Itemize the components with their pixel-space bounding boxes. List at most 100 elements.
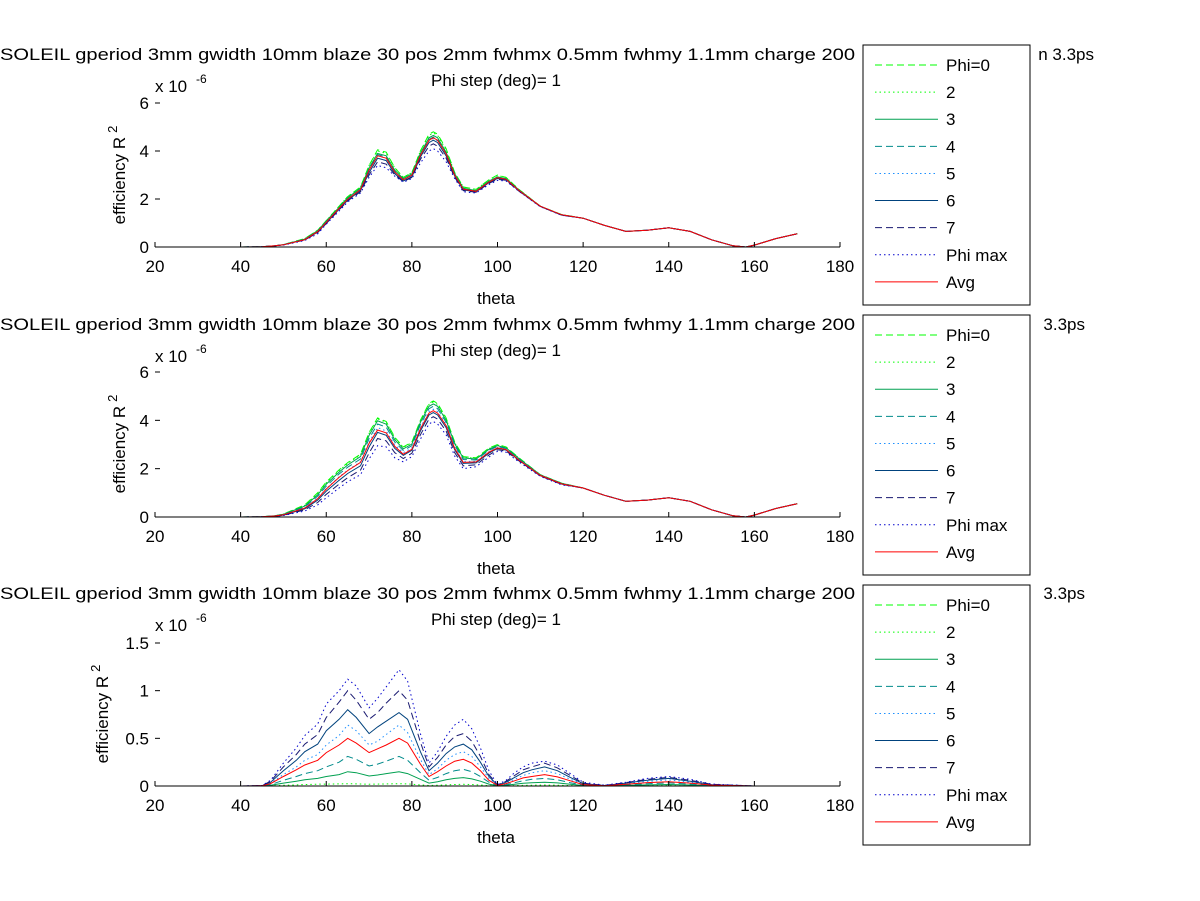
x-tick-label: 180 [826,527,854,546]
x-tick-label: 40 [231,257,250,276]
legend-label: Phi=0 [946,596,990,615]
legend-label: Avg [946,543,975,562]
legend-label: 2 [946,83,955,102]
legend-label: 7 [946,219,955,238]
x-tick-label: 160 [740,257,768,276]
y-exponent: x 10 [155,616,187,635]
chart-panel-3: SOLEIL gperiod 3mm gwidth 10mm blaze 30 … [0,584,1085,847]
y-tick-label: 0.5 [125,729,149,748]
x-tick-label: 120 [569,796,597,815]
y-axis-label-main: efficiency R [110,137,129,225]
y-tick-label: 4 [140,411,149,430]
legend-box [862,314,1031,576]
x-tick-label: 80 [402,527,421,546]
series-line [197,410,798,518]
legend-label: 4 [946,407,955,426]
legend-label: 6 [946,732,955,751]
y-axis-label-main: efficiency R [110,406,129,494]
legend-label: Phi max [946,786,1008,805]
x-ticks: 20 40 60 80 100 120 140 160 180 [146,781,854,815]
legend-label: Phi max [946,246,1008,265]
x-tick-label: 160 [740,796,768,815]
plot-area [155,643,840,786]
y-axis-label: efficiency R 2 [105,395,129,494]
x-tick-label: 100 [483,796,511,815]
legend-label: 3 [946,650,955,669]
y-exponent: x 10 [155,77,187,96]
series-line [197,416,798,518]
legend-label: 5 [946,434,955,453]
x-tick-label: 140 [655,527,683,546]
x-tick-label: 60 [317,527,336,546]
legend-label: 2 [946,623,955,642]
legend-label: Phi=0 [946,326,990,345]
chart-subtitle: Phi step (deg)= 1 [431,610,561,629]
series-line [197,420,798,518]
y-tick-label: 2 [140,190,149,209]
legend-label: Phi=0 [946,56,990,75]
x-axis-label: theta [477,289,515,308]
y-axis-label-sup: 2 [105,395,120,402]
legend: Phi=0 2 3 4 5 6 7 Phi max Avg [862,584,1031,846]
x-tick-label: 140 [655,257,683,276]
x-tick-label: 60 [317,257,336,276]
legend-box [862,584,1031,846]
x-ticks: 20 40 60 80 100 120 140 160 180 [146,512,854,546]
y-axis-label-sup: 2 [88,665,103,672]
x-tick-label: 80 [402,796,421,815]
x-tick-label: 20 [146,796,165,815]
series-line [197,137,798,248]
legend: Phi=0 2 3 4 5 6 7 Phi max Avg [862,44,1031,306]
series-lines [197,400,798,518]
y-tick-label: 6 [140,94,149,113]
chart-title: SOLEIL gperiod 3mm gwidth 10mm blaze 30 … [0,584,855,603]
legend-label: 7 [946,759,955,778]
y-tick-label: 2 [140,460,149,479]
y-tick-label: 1 [140,682,149,701]
y-ticks: 0 0.5 1 1.5 [125,634,160,796]
x-tick-label: 180 [826,257,854,276]
x-tick-label: 120 [569,257,597,276]
legend-label: 4 [946,137,955,156]
y-axis-label: efficiency R 2 [88,665,112,764]
x-axis-label: theta [477,828,515,847]
y-exponent-sup: -6 [196,611,207,625]
legend-label: 7 [946,489,955,508]
chart-subtitle: Phi step (deg)= 1 [431,71,561,90]
y-axis-label: efficiency R 2 [105,126,129,225]
legend-label: 6 [946,192,955,211]
x-tick-label: 100 [483,527,511,546]
y-tick-label: 0 [140,508,149,527]
x-tick-label: 60 [317,796,336,815]
chart-title: SOLEIL gperiod 3mm gwidth 10mm blaze 30 … [0,315,855,334]
y-axis-label-main: efficiency R [93,676,112,764]
x-tick-label: 40 [231,796,250,815]
y-ticks: 0 2 4 6 [140,94,160,257]
y-tick-label: 6 [140,363,149,382]
x-tick-label: 100 [483,257,511,276]
chart-subtitle: Phi step (deg)= 1 [431,341,561,360]
legend-label: 5 [946,704,955,723]
legend-label: Avg [946,273,975,292]
x-tick-label: 160 [740,527,768,546]
y-tick-label: 4 [140,142,149,161]
legend-label: 3 [946,110,955,129]
y-ticks: 0 2 4 6 [140,363,160,527]
y-exponent: x 10 [155,347,187,366]
y-exponent-sup: -6 [196,72,207,86]
y-exponent-sup: -6 [196,342,207,356]
series-lines [197,131,798,248]
chart-panel-1: SOLEIL gperiod 3mm gwidth 10mm blaze 30 … [0,44,1094,308]
x-tick-label: 20 [146,527,165,546]
y-tick-label: 0 [140,238,149,257]
x-tick-label: 140 [655,796,683,815]
x-tick-label: 180 [826,796,854,815]
legend: Phi=0 2 3 4 5 6 7 Phi max Avg [862,314,1031,576]
chart-title: SOLEIL gperiod 3mm gwidth 10mm blaze 30 … [0,45,855,64]
y-tick-label: 1.5 [125,634,149,653]
x-tick-label: 40 [231,527,250,546]
chart-panel-2: SOLEIL gperiod 3mm gwidth 10mm blaze 30 … [0,314,1085,578]
chart-title-tail: 3.3ps [1043,315,1085,334]
x-tick-label: 80 [402,257,421,276]
